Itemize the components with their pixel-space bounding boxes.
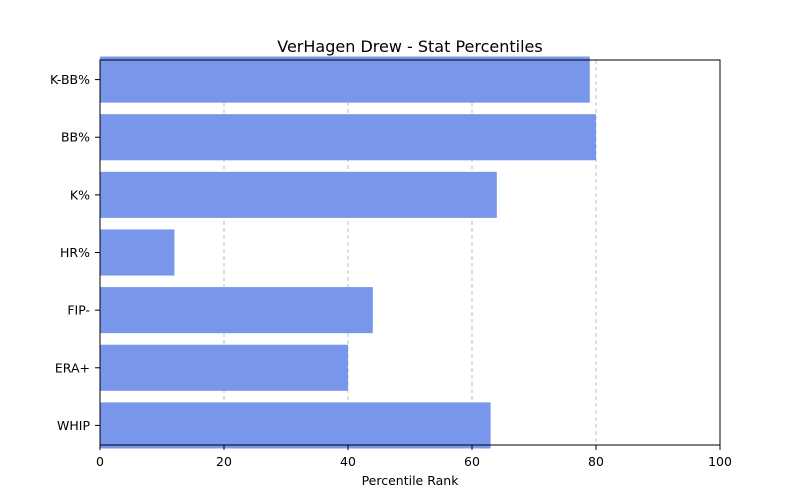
y-tick-label: FIP- <box>67 303 90 318</box>
y-tick-label: K% <box>70 187 90 202</box>
bar-era <box>100 344 348 391</box>
y-tick-label: HR% <box>60 245 90 260</box>
x-tick-label: 100 <box>708 454 732 469</box>
bar-whip <box>100 402 491 449</box>
bar-hr <box>100 229 175 276</box>
bar-k <box>100 171 497 218</box>
x-tick-label: 20 <box>216 454 232 469</box>
bar-fip <box>100 287 373 334</box>
x-tick-label: 0 <box>96 454 104 469</box>
y-tick-label: K-BB% <box>50 72 90 87</box>
x-tick-label: 60 <box>464 454 480 469</box>
y-tick-label: ERA+ <box>55 360 90 375</box>
y-tick-label: WHIP <box>57 418 90 433</box>
y-axis-ticks: K-BB% BB% K% HR% FIP- ERA+ WHIP <box>50 72 100 433</box>
x-axis-ticks: 0 20 40 60 80 100 <box>96 445 732 469</box>
bar-k-bb <box>100 56 590 103</box>
bar-bb <box>100 114 596 161</box>
x-tick-label: 80 <box>588 454 604 469</box>
x-axis-label: Percentile Rank <box>362 473 460 488</box>
chart-title: VerHagen Drew - Stat Percentiles <box>277 37 542 56</box>
y-tick-label: BB% <box>61 130 90 145</box>
x-tick-label: 40 <box>340 454 356 469</box>
bars <box>100 56 596 449</box>
